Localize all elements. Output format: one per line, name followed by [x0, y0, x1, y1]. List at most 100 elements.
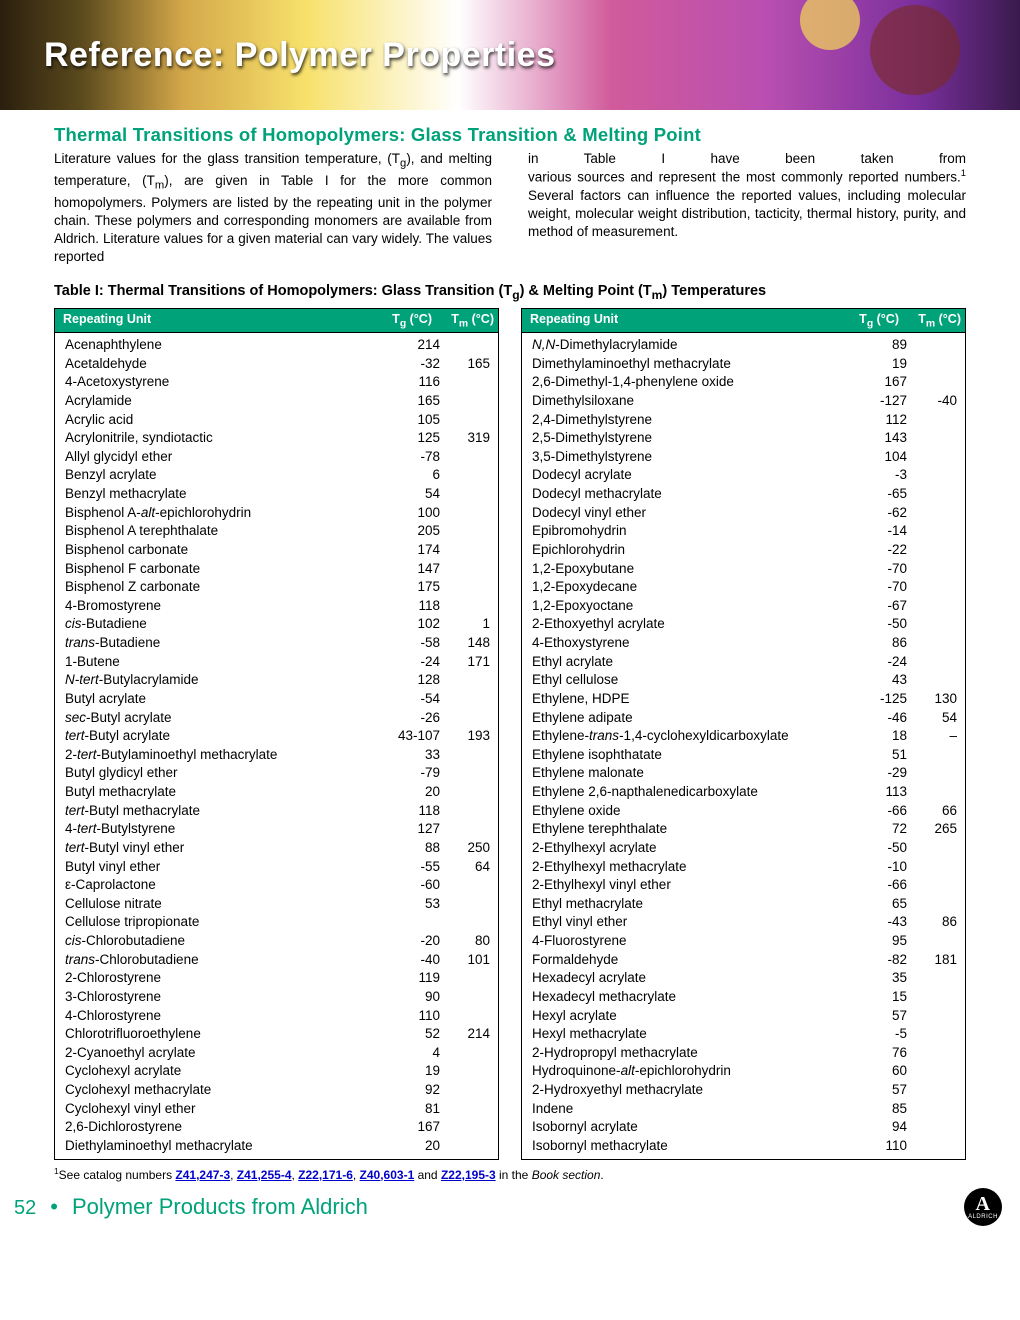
cell-tm [440, 504, 490, 523]
cell-tm [440, 1100, 490, 1119]
table-row: 1,2-Epoxybutane-70 [522, 560, 965, 579]
cell-name: Bisphenol carbonate [65, 541, 390, 560]
intro-right-rest: various sources and represent the most c… [528, 168, 966, 241]
table-row: Cyclohexyl acrylate19 [55, 1062, 498, 1081]
table-left-head: Repeating Unit Tg (°C) Tm (°C) [54, 308, 499, 334]
cell-tm [440, 597, 490, 616]
cell-tg: 95 [857, 932, 907, 951]
cell-tm [440, 336, 490, 355]
cell-name: 1-Butene [65, 653, 390, 672]
cell-tm [440, 485, 490, 504]
cell-name: Ethyl methacrylate [532, 895, 857, 914]
cell-tg [390, 913, 440, 932]
cell-tm [440, 1062, 490, 1081]
cell-name: tert-Butyl vinyl ether [65, 839, 390, 858]
cell-name: Butyl glydicyl ether [65, 764, 390, 783]
cell-name: Acrylamide [65, 392, 390, 411]
cell-tm [907, 783, 957, 802]
cell-tm [440, 448, 490, 467]
cell-tg: 19 [390, 1062, 440, 1081]
table-right: Repeating Unit Tg (°C) Tm (°C) N,N-Dimet… [521, 308, 966, 1160]
cell-name: N-tert-Butylacrylamide [65, 671, 390, 690]
cell-tg: -29 [857, 764, 907, 783]
cell-tm: – [907, 727, 957, 746]
cell-tg: 60 [857, 1062, 907, 1081]
table-left: Repeating Unit Tg (°C) Tm (°C) Acenaphth… [54, 308, 499, 1160]
cell-name: Benzyl methacrylate [65, 485, 390, 504]
table-row: 2-Ethylhexyl vinyl ether-66 [522, 876, 965, 895]
intro-columns: Literature values for the glass transiti… [54, 150, 966, 267]
table-row: Dodecyl acrylate-3 [522, 466, 965, 485]
table-row: 2-Chlorostyrene119 [55, 969, 498, 988]
cell-tg: -70 [857, 578, 907, 597]
table-row: 4-Ethoxystyrene86 [522, 634, 965, 653]
cell-tg: 18 [857, 727, 907, 746]
cell-tg: 104 [857, 448, 907, 467]
cell-tm [440, 764, 490, 783]
table-row: 3-Chlorostyrene90 [55, 988, 498, 1007]
table-row: Acrylamide165 [55, 392, 498, 411]
cell-name: Hexyl methacrylate [532, 1025, 857, 1044]
cell-tg: 81 [390, 1100, 440, 1119]
cell-tm [440, 411, 490, 430]
cell-name: Hexadecyl methacrylate [532, 988, 857, 1007]
catalog-link[interactable]: Z41,255-4 [237, 1168, 292, 1182]
cell-tm [907, 522, 957, 541]
cell-tg: 43-107 [390, 727, 440, 746]
cell-name: Bisphenol Z carbonate [65, 578, 390, 597]
table-row: Cyclohexyl methacrylate92 [55, 1081, 498, 1100]
cell-tm [440, 1137, 490, 1156]
cell-tg: 20 [390, 783, 440, 802]
cell-tg: -78 [390, 448, 440, 467]
table-row: Butyl vinyl ether-5564 [55, 858, 498, 877]
catalog-link[interactable]: Z22,171-6 [298, 1168, 353, 1182]
cell-tm [907, 1118, 957, 1137]
cell-name: Dimethylsiloxane [532, 392, 857, 411]
cell-tm [907, 858, 957, 877]
cell-tm: 214 [440, 1025, 490, 1044]
cell-tm [907, 336, 957, 355]
cell-name: Butyl acrylate [65, 690, 390, 709]
cell-tg: 175 [390, 578, 440, 597]
cell-tg: 86 [857, 634, 907, 653]
cell-name: Ethylene oxide [532, 802, 857, 821]
cell-tg: 102 [390, 615, 440, 634]
table-row: Isobornyl methacrylate110 [522, 1137, 965, 1156]
cell-tm [907, 541, 957, 560]
cell-name: Epichlorohydrin [532, 541, 857, 560]
table-row: Formaldehyde-82181 [522, 951, 965, 970]
cell-name: Benzyl acrylate [65, 466, 390, 485]
cell-tm [907, 373, 957, 392]
catalog-link[interactable]: Z41,247-3 [175, 1168, 230, 1182]
cell-name: 2-Ethylhexyl methacrylate [532, 858, 857, 877]
cell-tg: 119 [390, 969, 440, 988]
cell-tm [440, 802, 490, 821]
cell-tg: 20 [390, 1137, 440, 1156]
cell-tm: 80 [440, 932, 490, 951]
table-row: Butyl methacrylate20 [55, 783, 498, 802]
cell-tg: -70 [857, 560, 907, 579]
catalog-link[interactable]: Z22,195-3 [441, 1168, 496, 1182]
cell-tg: 110 [857, 1137, 907, 1156]
cell-name: Epibromohydrin [532, 522, 857, 541]
cell-tm [440, 820, 490, 839]
cell-name: Ethylene malonate [532, 764, 857, 783]
cell-tg: -82 [857, 951, 907, 970]
cell-tm [440, 671, 490, 690]
cell-tm [907, 653, 957, 672]
cell-name: Bisphenol F carbonate [65, 560, 390, 579]
table-row: 4-Acetoxystyrene116 [55, 373, 498, 392]
catalog-link[interactable]: Z40,603-1 [360, 1168, 415, 1182]
cell-tg: -43 [857, 913, 907, 932]
table-right-head: Repeating Unit Tg (°C) Tm (°C) [521, 308, 966, 334]
cell-tm: 171 [440, 653, 490, 672]
cell-tg: 94 [857, 1118, 907, 1137]
footer-text: Polymer Products from Aldrich [72, 1194, 368, 1220]
cell-name: Isobornyl methacrylate [532, 1137, 857, 1156]
cell-name: Bisphenol A terephthalate [65, 522, 390, 541]
cell-tg: -125 [857, 690, 907, 709]
cell-tm [907, 1062, 957, 1081]
table-row: Epibromohydrin-14 [522, 522, 965, 541]
table-row: ε-Caprolactone-60 [55, 876, 498, 895]
cell-tm [440, 690, 490, 709]
